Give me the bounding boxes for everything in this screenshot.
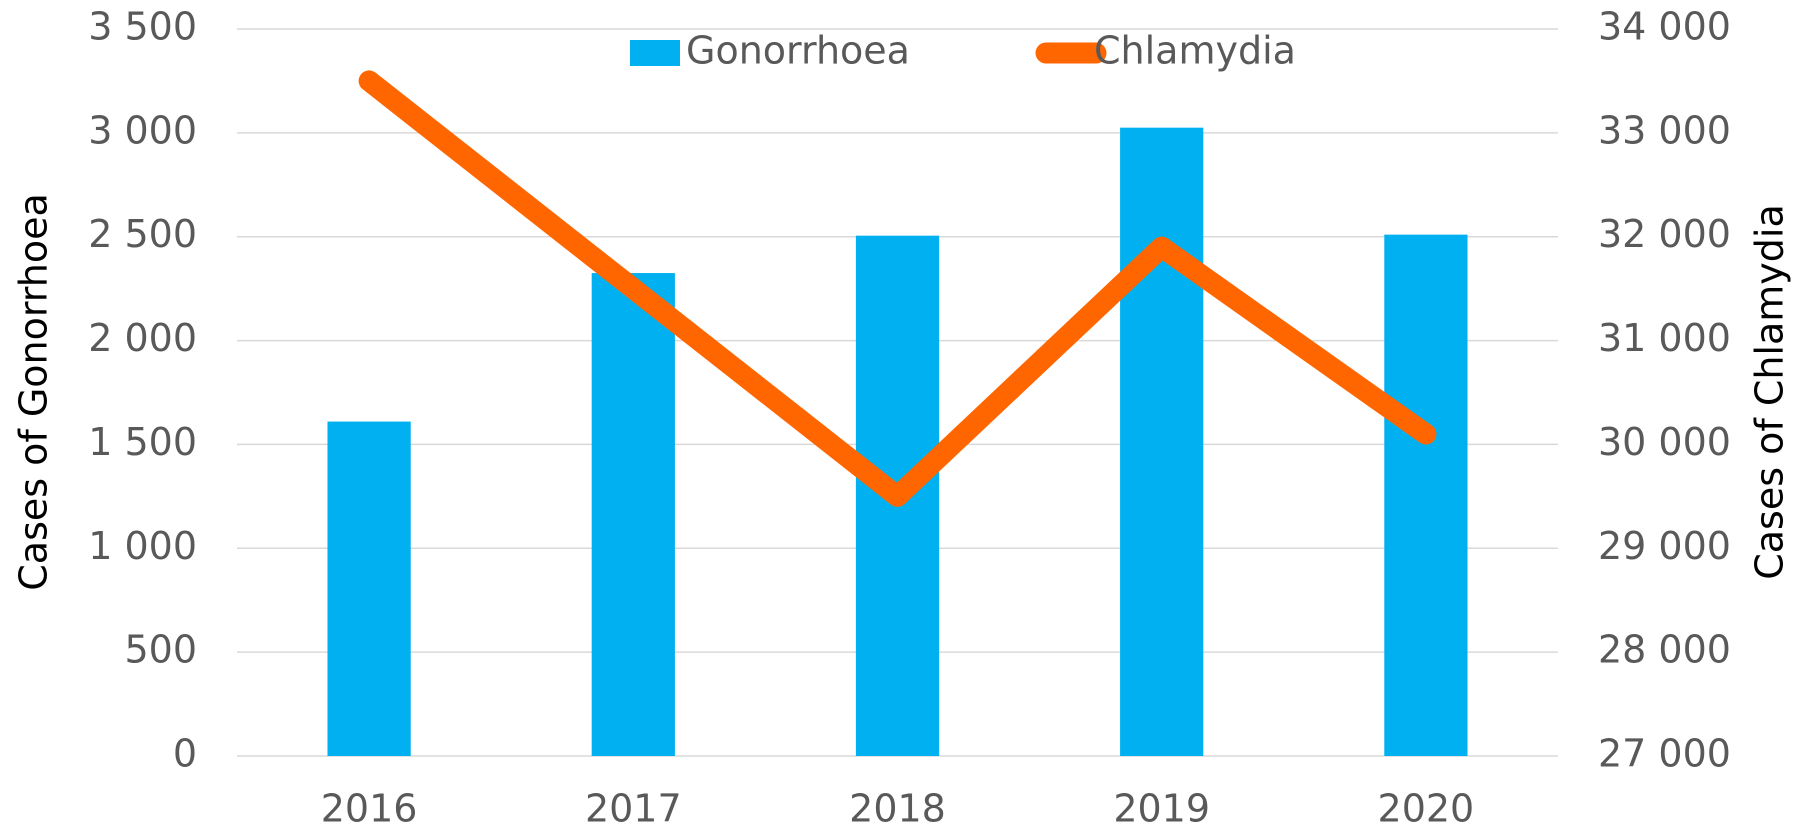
x-tick-label: 2020 (1378, 787, 1475, 831)
y2-tick-label: 32 000 (1598, 212, 1731, 256)
y2-tick-label: 27 000 (1598, 732, 1731, 776)
y-tick-label: 2 000 (88, 316, 197, 360)
legend-swatch (630, 40, 680, 66)
y2-tick-label: 29 000 (1598, 524, 1731, 568)
y-tick-label: 2 500 (88, 212, 197, 256)
y-tick-label: 1 500 (88, 420, 197, 464)
y-tick-label: 3 000 (88, 108, 197, 152)
y2-tick-label: 28 000 (1598, 628, 1731, 672)
legend-label: Chlamydia (1094, 29, 1296, 73)
y2-tick-label: 34 000 (1598, 5, 1731, 49)
y-tick-label: 3 500 (88, 5, 197, 49)
y-tick-label: 500 (124, 628, 197, 672)
legend-label: Gonorrhoea (686, 29, 910, 73)
bar (1384, 234, 1468, 756)
x-tick-label: 2017 (585, 787, 682, 831)
line (358, 70, 1437, 507)
bar (327, 421, 411, 756)
x-tick-label: 2016 (321, 787, 418, 831)
y-axis-title: Cases of Gonorrhoea (12, 193, 56, 591)
y-tick-label: 1 000 (88, 524, 197, 568)
bar (591, 273, 675, 756)
x-tick-label: 2018 (849, 787, 946, 831)
x-tick-label: 2019 (1113, 787, 1210, 831)
y2-tick-label: 33 000 (1598, 108, 1731, 152)
y2-axis-title: Cases of Chlamydia (1748, 204, 1792, 580)
y2-tick-label: 31 000 (1598, 316, 1731, 360)
y-tick-label: 0 (173, 732, 197, 776)
y2-tick-label: 30 000 (1598, 420, 1731, 464)
bar (1120, 127, 1204, 756)
